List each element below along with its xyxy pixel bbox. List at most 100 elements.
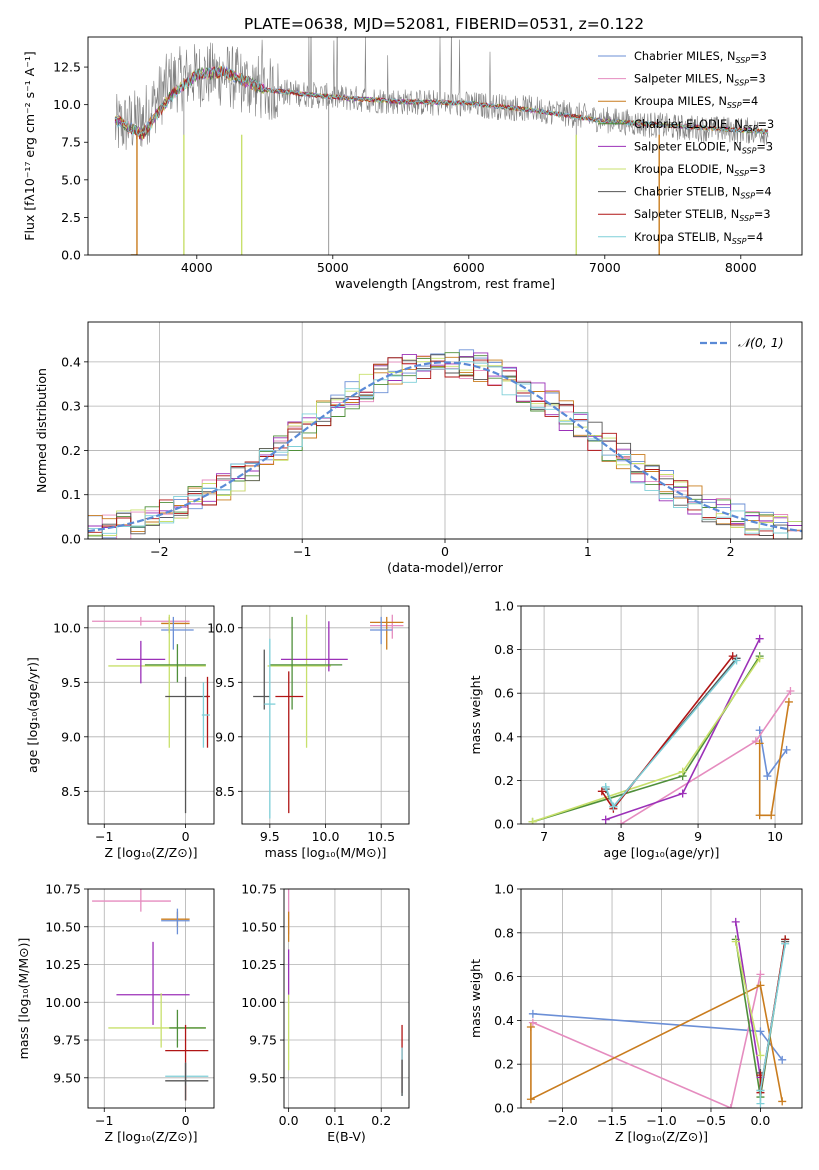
gaussian-curve [88, 361, 802, 533]
y-tick-label: 8.5 [215, 784, 235, 799]
legend-n: N [723, 231, 731, 244]
x-tick-label: 9 [694, 829, 702, 844]
plus-marker [726, 1104, 735, 1108]
x-tick-label: 8000 [725, 260, 757, 275]
plus-marker [778, 1097, 787, 1106]
plus-marker [731, 937, 740, 946]
axes-frame [520, 888, 803, 1109]
y-tick-label: 9.75 [53, 1033, 81, 1048]
x-tick-label: 7 [540, 829, 548, 844]
y-tick-label: 9.5 [215, 675, 235, 690]
residual-legend: 𝒩(0, 1) [700, 335, 784, 350]
y-tick-label: 0.0 [494, 1101, 514, 1116]
y-tick-label: 0.8 [494, 642, 514, 657]
y-tick-label: 0.2 [61, 443, 81, 458]
y-tick-label: 10.50 [45, 919, 81, 934]
plot-area [88, 349, 802, 539]
plus-marker [756, 1027, 765, 1036]
x-axis-label: Z [log₁₀(Z/Z⊙)] [615, 1129, 708, 1144]
y-tick-label: 0.4 [494, 1013, 514, 1028]
x-axis-label: Z [log₁₀(Z/Z⊙)] [105, 1129, 198, 1144]
x-axis-label: E(B-V) [327, 1129, 366, 1144]
x-tick-label: 0 [441, 544, 449, 559]
legend-label: Salpeter ELODIE, NSSP=3 [634, 140, 773, 155]
plus-marker [678, 789, 687, 798]
plus-marker [755, 654, 764, 663]
y-tick-label: 10.75 [241, 882, 277, 897]
plot-area [253, 614, 404, 819]
x-tick-label: 4000 [181, 260, 213, 275]
x-tick-label: 1 [584, 544, 592, 559]
legend-value: =4 [746, 231, 763, 244]
x-tick-label: −2.0 [547, 1113, 577, 1128]
y-tick-label: 12.5 [53, 60, 81, 75]
model-spectrum-line [114, 65, 769, 137]
y-tick-label: 9.50 [249, 1070, 277, 1085]
plot-area [287, 889, 403, 1096]
legend-sub: SSP [734, 169, 749, 178]
legend-sub: SSP [732, 237, 747, 246]
plus-marker [678, 767, 687, 776]
plus-marker [786, 687, 795, 696]
x-tick-label: −1 [95, 829, 113, 844]
legend-sub: SSP [734, 79, 749, 88]
x-axis-label: wavelength [Angstrom, rest frame] [335, 276, 555, 291]
plus-marker [756, 970, 765, 979]
x-axis-label: Z [log₁₀(Z/Z⊙)] [105, 845, 198, 860]
plus-marker [601, 782, 610, 791]
mass-weight-line [532, 655, 761, 823]
y-tick-label: 9.75 [249, 1033, 277, 1048]
model-spectrum-line [115, 67, 769, 138]
y-axis-label: mass weight [468, 675, 483, 754]
plus-marker [528, 1018, 537, 1027]
y-axis-label: age [log₁₀(age/yr)] [25, 657, 40, 773]
y-tick-label: 0.3 [61, 399, 81, 414]
x-tick-label: 0 [182, 829, 190, 844]
x-tick-label: 2 [727, 544, 735, 559]
y-tick-label: 5.0 [61, 172, 81, 187]
legend-value: =3 [758, 118, 775, 131]
x-tick-label: 0 [182, 1113, 190, 1128]
y-tick-label: 9.5 [61, 675, 81, 690]
x-tick-label: 6000 [453, 260, 485, 275]
y-tick-label: 10.50 [241, 919, 277, 934]
mass-weight-line [532, 657, 761, 823]
legend-label: Chabrier ELODIE, NSSP=3 [634, 118, 774, 133]
plus-marker [732, 656, 741, 665]
x-tick-label: −1.5 [597, 1113, 627, 1128]
legend-sub: SSP [739, 214, 754, 223]
legend-label: 𝒩(0, 1) [738, 335, 784, 350]
y-tick-label: 10.25 [45, 957, 81, 972]
plot-area [526, 917, 790, 1108]
plus-marker [756, 1086, 765, 1095]
y-tick-label: 1.0 [494, 599, 514, 614]
legend-label: Salpeter STELIB, NSSP=3 [634, 208, 771, 223]
plus-marker [755, 811, 764, 820]
y-tick-label: 0.0 [61, 532, 81, 547]
legend-label: Kroupa ELODIE, NSSP=3 [634, 163, 766, 178]
y-tick-label: 0.6 [494, 686, 514, 701]
plus-marker [528, 817, 537, 824]
y-tick-label: 2.5 [61, 210, 81, 225]
plot-area [528, 634, 795, 824]
plus-marker [528, 1009, 537, 1018]
plus-marker [784, 697, 793, 706]
plus-marker [755, 726, 764, 735]
y-tick-label: 1.0 [494, 882, 514, 897]
y-tick-label: 10.00 [241, 995, 277, 1010]
legend-n: N [718, 95, 726, 108]
plus-marker [526, 1095, 535, 1104]
mass-weight-line [530, 984, 783, 1102]
figure-title: PLATE=0638, MJD=52081, FIBERID=0531, z=0… [244, 15, 644, 33]
legend-label: Kroupa STELIB, NSSP=4 [634, 231, 763, 246]
legend-value: =4 [755, 186, 772, 199]
plus-marker [763, 772, 772, 781]
y-tick-label: 0.0 [494, 817, 514, 832]
y-tick-label: 10.75 [45, 882, 81, 897]
legend-n: N [726, 73, 734, 86]
x-tick-label: 10 [767, 829, 783, 844]
mass-vs-ebv-panel: 0.0 0.1 0.2 9.50 9.75 10.00 10.25 10.50 10.75 E(B… [241, 882, 410, 1144]
y-tick-label: 0.0 [61, 248, 81, 263]
x-tick-label: −0.5 [696, 1113, 726, 1128]
